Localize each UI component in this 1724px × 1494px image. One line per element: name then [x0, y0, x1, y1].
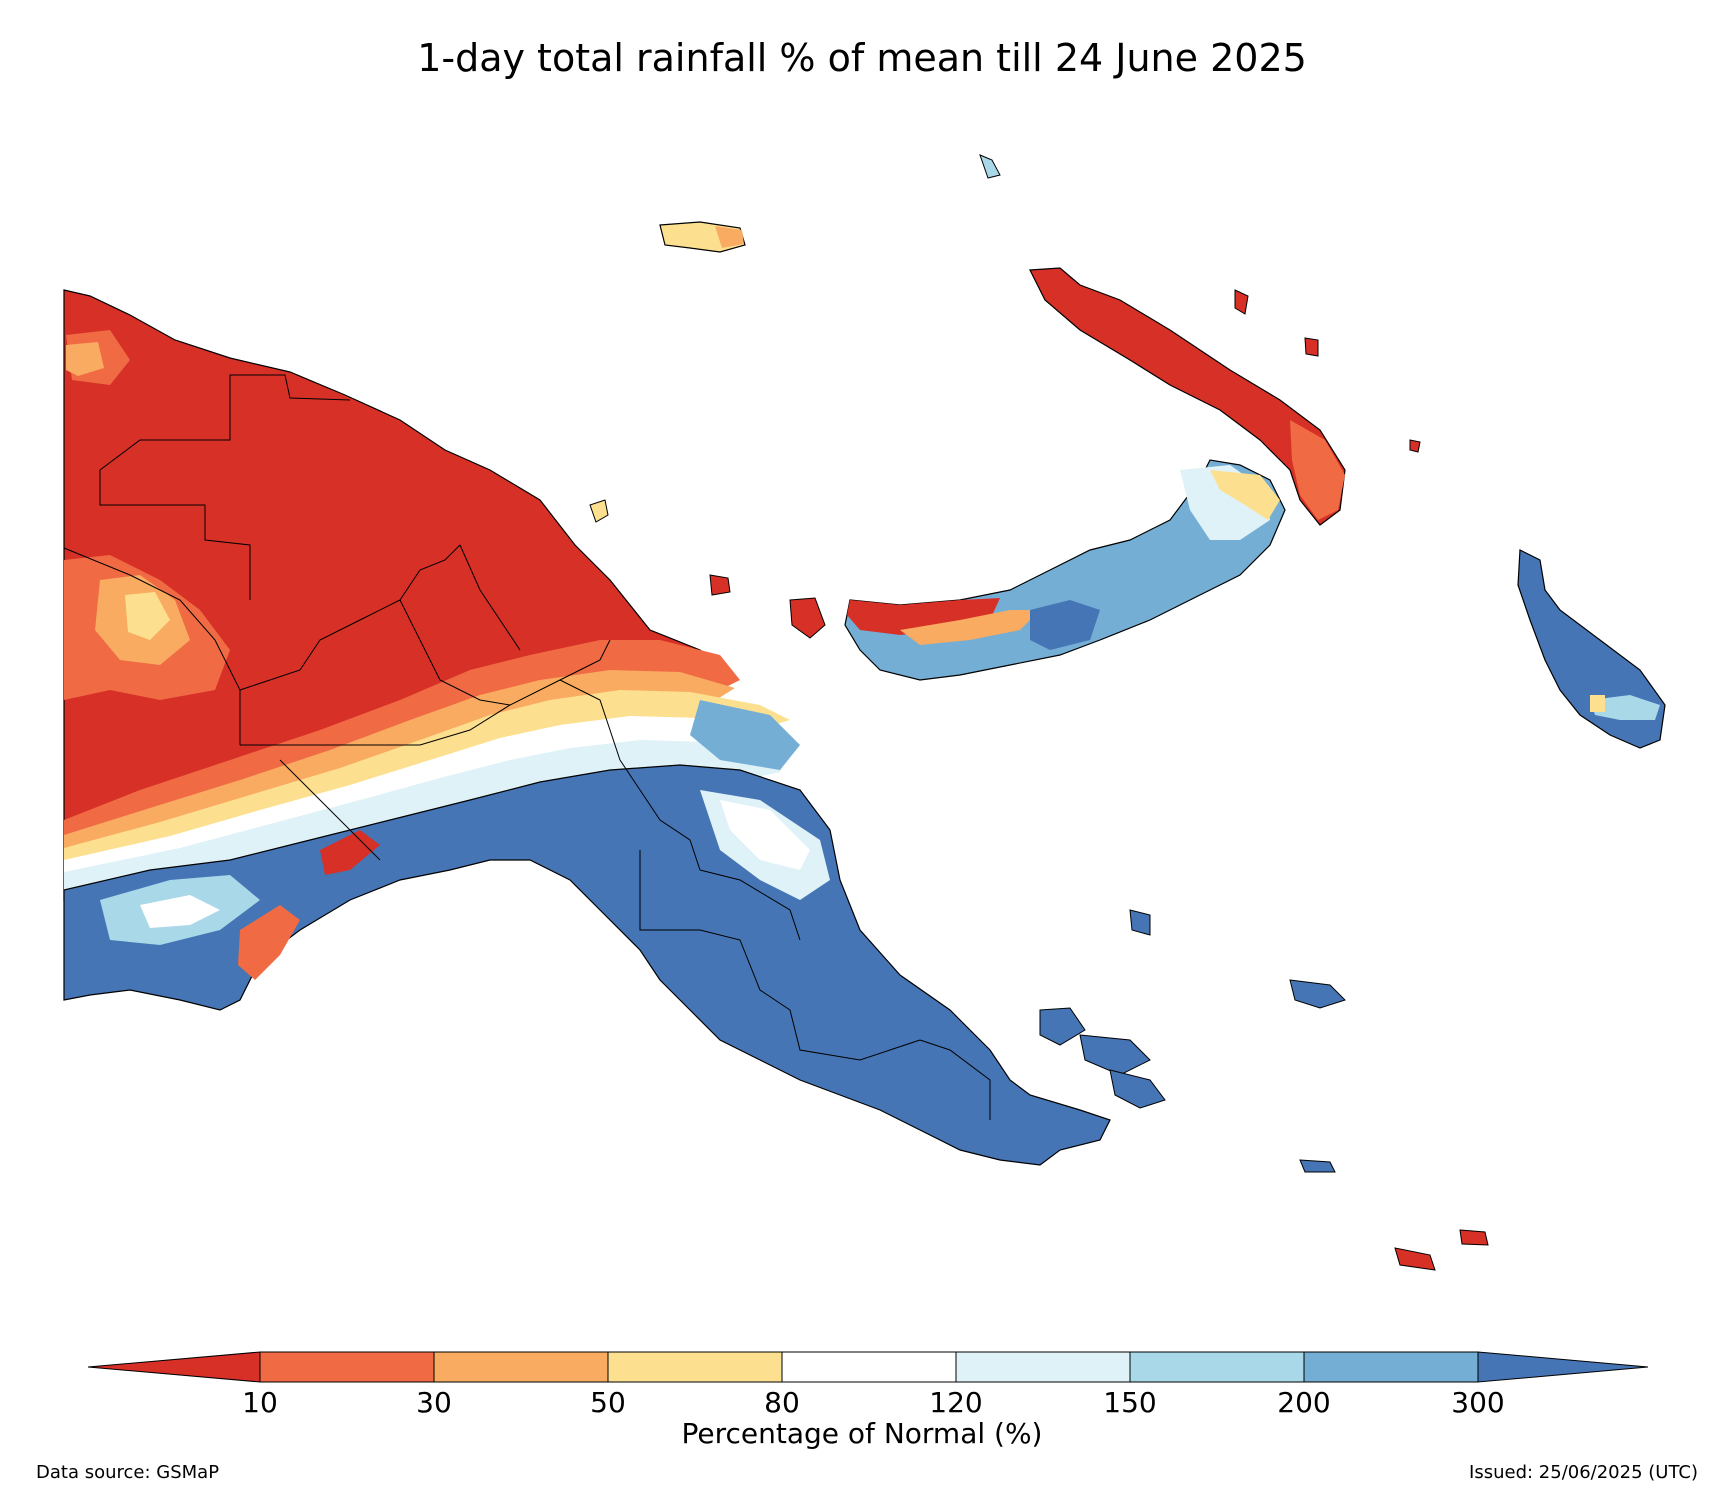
colorbar-tick-50: 50	[590, 1386, 626, 1419]
mainland	[63, 289, 1111, 1166]
island-rossel	[1459, 1229, 1489, 1246]
new-britain-orange	[900, 610, 1040, 645]
island-tabar	[1234, 289, 1249, 315]
region-80-120-south	[140, 895, 220, 928]
colorbar-extend-high	[1477, 1351, 1649, 1383]
colorbar-tick-30: 30	[416, 1386, 452, 1419]
island-sudest	[1394, 1247, 1436, 1271]
colorbar-label: Percentage of Normal (%)	[681, 1417, 1043, 1450]
bougainville-light	[1590, 695, 1660, 720]
island-fergusson	[1079, 1034, 1151, 1076]
colorbar-bin-10-30	[259, 1351, 435, 1383]
new-ireland	[1029, 267, 1346, 526]
map-title: 1-day total rainfall % of mean till 24 J…	[417, 36, 1307, 80]
bougainville-yellow	[1590, 695, 1605, 712]
colorbar-bin-150-200	[1129, 1351, 1305, 1383]
region-below-10-delta	[320, 830, 380, 875]
colorbar-bin-120-150	[955, 1351, 1131, 1383]
island-umboi	[789, 597, 826, 639]
island-karkar	[589, 499, 609, 523]
colorbar-tick-10: 10	[242, 1386, 278, 1419]
new-ireland-orange	[1290, 420, 1345, 520]
colorbar-tick-200: 200	[1277, 1386, 1331, 1419]
region-10-30-south	[238, 905, 300, 980]
province-boundaries	[63, 374, 991, 1120]
island-normanby	[1109, 1069, 1166, 1109]
colorbar-extend-low	[87, 1351, 261, 1383]
island-woodlark	[1289, 979, 1346, 1009]
new-britain-yellow	[1210, 470, 1280, 520]
colorbar-bin-30-50	[433, 1351, 609, 1383]
data-source: Data source: GSMaP	[36, 1462, 220, 1483]
new-britain-deep	[1030, 600, 1100, 650]
colorbar-tick-300: 300	[1451, 1386, 1505, 1419]
colorbar-bin-50-80	[607, 1351, 783, 1383]
region-80-120-east	[720, 800, 810, 870]
colorbar-tick-80: 80	[764, 1386, 800, 1419]
island-feni	[1409, 439, 1421, 453]
region-30-50-nw	[66, 342, 104, 376]
manus-orange	[715, 226, 744, 248]
island-wuvulu	[709, 574, 731, 596]
island-trobriand	[1129, 909, 1151, 936]
island-misima	[1299, 1159, 1336, 1173]
region-50-80-west	[125, 592, 170, 640]
island-dentrecasteaux	[1039, 1007, 1086, 1046]
region-200-300-east	[690, 700, 800, 770]
colorbar-tick-120: 120	[929, 1386, 983, 1419]
colorbar-bin-200-300	[1303, 1351, 1479, 1383]
island-mussau	[979, 154, 1001, 179]
colorbar-tick-150: 150	[1103, 1386, 1157, 1419]
island-lihir	[1304, 337, 1319, 357]
colorbar-bin-80-120	[781, 1351, 957, 1383]
new-britain	[844, 459, 1286, 681]
issued-date: Issued: 25/06/2025 (UTC)	[1469, 1462, 1698, 1483]
